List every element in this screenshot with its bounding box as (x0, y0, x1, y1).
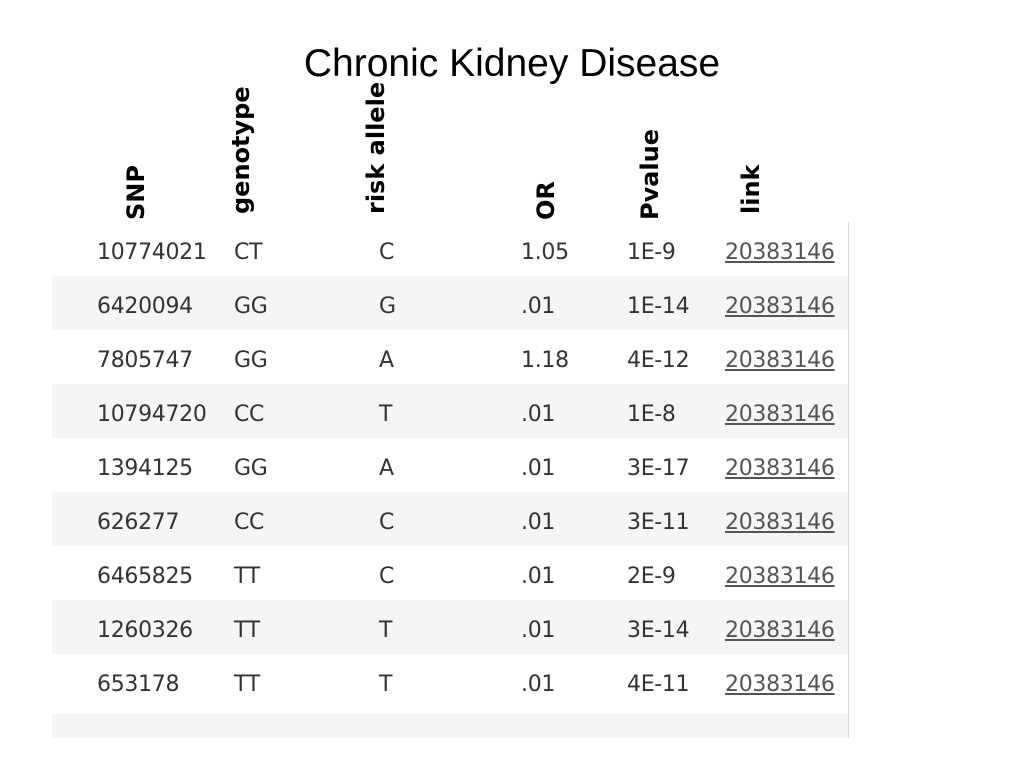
cell-snp: 626277 (97, 510, 180, 535)
cell-pvalue: 1E-9 (627, 240, 676, 265)
page-title: Chronic Kidney Disease (303, 42, 721, 85)
pubmed-link[interactable]: 20383146 (725, 510, 835, 535)
cell-pvalue: 3E-17 (627, 456, 690, 481)
cell-or: .01 (521, 564, 556, 589)
header-pvalue: Pvalue (636, 128, 664, 220)
cell-pvalue: 1E-14 (627, 294, 690, 319)
cell-genotype: TT (234, 564, 260, 589)
pubmed-link[interactable]: 20383146 (725, 618, 835, 643)
table-tail-row (52, 714, 848, 738)
cell-risk-allele: G (379, 294, 396, 319)
table-row: 1260326 TT T .01 3E-14 20383146 (52, 600, 848, 654)
cell-pvalue: 1E-8 (627, 402, 676, 427)
table-row: 6465825 TT C .01 2E-9 20383146 (52, 546, 848, 600)
cell-or: .01 (521, 618, 556, 643)
cell-genotype: GG (234, 348, 268, 373)
cell-pvalue: 4E-12 (627, 348, 690, 373)
pubmed-link[interactable]: 20383146 (725, 564, 835, 589)
table-row: 7805747 GG A 1.18 4E-12 20383146 (52, 330, 848, 384)
cell-risk-allele: T (379, 672, 393, 697)
cell-or: 1.05 (521, 240, 569, 265)
cell-risk-allele: C (379, 240, 395, 265)
cell-or: .01 (521, 456, 556, 481)
cell-risk-allele: T (379, 402, 393, 427)
cell-risk-allele: C (379, 510, 395, 535)
header-risk-allele: risk allele (362, 81, 390, 214)
table-row: 6420094 GG G .01 1E-14 20383146 (52, 276, 848, 330)
cell-snp: 1260326 (97, 618, 193, 643)
cell-or: .01 (521, 672, 556, 697)
pubmed-link[interactable]: 20383146 (725, 294, 835, 319)
header-genotype: genotype (227, 86, 255, 214)
table-row: 626277 CC C .01 3E-11 20383146 (52, 492, 848, 546)
table-row: 10794720 CC T .01 1E-8 20383146 (52, 384, 848, 438)
cell-snp: 6420094 (97, 294, 193, 319)
cell-pvalue: 3E-14 (627, 618, 690, 643)
snp-table: 10774021 CT C 1.05 1E-9 20383146 6420094… (52, 222, 849, 738)
table-row: 10774021 CT C 1.05 1E-9 20383146 (52, 222, 848, 276)
cell-or: .01 (521, 510, 556, 535)
cell-genotype: TT (234, 618, 260, 643)
cell-risk-allele: A (379, 348, 394, 373)
cell-genotype: TT (234, 672, 260, 697)
cell-or: 1.18 (521, 348, 569, 373)
header-link: link (737, 164, 765, 215)
cell-genotype: CC (234, 510, 265, 535)
cell-risk-allele: C (379, 564, 395, 589)
cell-snp: 7805747 (97, 348, 193, 373)
cell-genotype: CC (234, 402, 265, 427)
cell-snp: 1394125 (97, 456, 193, 481)
cell-or: .01 (521, 402, 556, 427)
cell-pvalue: 2E-9 (627, 564, 676, 589)
cell-risk-allele: T (379, 618, 393, 643)
cell-snp: 653178 (97, 672, 180, 697)
cell-snp: 10774021 (97, 240, 207, 265)
cell-pvalue: 3E-11 (627, 510, 690, 535)
header-or: OR (532, 181, 560, 220)
cell-genotype: GG (234, 456, 268, 481)
table-row: 653178 TT T .01 4E-11 20383146 (52, 654, 848, 708)
pubmed-link[interactable]: 20383146 (725, 672, 835, 697)
pubmed-link[interactable]: 20383146 (725, 348, 835, 373)
pubmed-link[interactable]: 20383146 (725, 456, 835, 481)
header-snp: SNP (122, 165, 150, 220)
pubmed-link[interactable]: 20383146 (725, 402, 835, 427)
table-row: 1394125 GG A .01 3E-17 20383146 (52, 438, 848, 492)
cell-snp: 10794720 (97, 402, 207, 427)
cell-genotype: CT (234, 240, 263, 265)
cell-genotype: GG (234, 294, 268, 319)
cell-snp: 6465825 (97, 564, 193, 589)
cell-pvalue: 4E-11 (627, 672, 690, 697)
pubmed-link[interactable]: 20383146 (725, 240, 835, 265)
cell-or: .01 (521, 294, 556, 319)
cell-risk-allele: A (379, 456, 394, 481)
